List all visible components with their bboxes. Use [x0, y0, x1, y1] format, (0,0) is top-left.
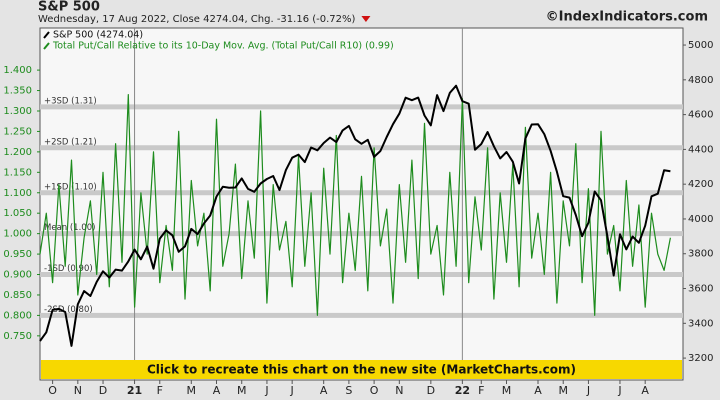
x-tick-label: A — [213, 384, 221, 397]
y2-tick-label: 3600 — [688, 284, 713, 295]
reference-label: +2SD (1.21) — [44, 137, 97, 147]
y2-tick-label: 4200 — [688, 179, 713, 190]
x-tick-label: D — [427, 384, 435, 397]
banner-text: Click to recreate this chart on the new … — [147, 363, 576, 377]
x-tick-label: F — [478, 384, 484, 397]
x-tick-label: 22 — [455, 384, 470, 397]
y-tick-label: 0.750 — [3, 331, 32, 342]
x-tick-label: A — [534, 384, 542, 397]
y-tick-label: 1.150 — [3, 167, 32, 178]
x-tick-label: M — [558, 384, 568, 397]
source: ©IndexIndicators.com — [546, 10, 708, 25]
x-tick-label: N — [395, 384, 403, 397]
x-tick-label: M — [502, 384, 512, 397]
y-tick-label: 1.000 — [3, 229, 32, 240]
recreate-banner[interactable]: Click to recreate this chart on the new … — [41, 360, 682, 379]
y2-tick-label: 3400 — [688, 318, 713, 329]
y-tick-label: 1.100 — [3, 188, 32, 199]
series-line — [39, 84, 671, 347]
x-tick-label: N — [74, 384, 82, 397]
x-tick-label: J — [290, 384, 294, 397]
x-tick-label: A — [641, 384, 649, 397]
banner-background — [41, 360, 682, 379]
y2-tick-label: 4600 — [688, 110, 713, 121]
y2-tick-label: 5000 — [688, 40, 713, 51]
reference-label: +3SD (1.31) — [44, 96, 97, 106]
y2-tick-label: 4000 — [688, 214, 713, 225]
x-tick-label: M — [237, 384, 247, 397]
plot-area — [39, 27, 684, 381]
reference-label: -2SD (0.80) — [44, 305, 93, 315]
y-tick-label: 0.850 — [3, 290, 32, 301]
change-arrow — [361, 16, 371, 22]
x-tick-label: O — [48, 384, 57, 397]
y2-tick-label: 4400 — [688, 144, 713, 155]
y2-tick-label: 4800 — [688, 75, 713, 86]
x-tick-label: 21 — [127, 384, 142, 397]
x-tick-label: J — [617, 384, 621, 397]
x-tick-label: F — [157, 384, 163, 397]
x-tick-label: J — [586, 384, 590, 397]
legend-swatch — [43, 31, 50, 39]
y-tick-label: 0.950 — [3, 249, 32, 260]
y-tick-label: 1.050 — [3, 208, 32, 219]
y-tick-label: 1.250 — [3, 126, 32, 137]
y-tick-label: 0.800 — [3, 310, 32, 321]
legend-swatch — [43, 42, 50, 50]
reference-label: Mean (1.00) — [44, 223, 95, 233]
legend-label: S&P 500 (4274.04) — [53, 30, 143, 41]
y-tick-label: 1.350 — [3, 86, 32, 97]
x-tick-label: D — [99, 384, 107, 397]
legend-label: Total Put/Call Relative to its 10-Day Mo… — [52, 41, 394, 52]
y2-tick-label: 3800 — [688, 249, 713, 260]
y-tick-label: 1.200 — [3, 147, 32, 158]
y-tick-label: 1.300 — [3, 106, 32, 117]
y-tick-label: 0.900 — [3, 270, 32, 281]
x-tick-label: S — [345, 384, 352, 397]
y2-tick-label: 3200 — [688, 353, 713, 364]
reference-label: -1SD (0.90) — [44, 264, 93, 274]
chart-title: S&P 500 — [38, 0, 100, 15]
series-line — [39, 94, 671, 316]
x-tick-label: M — [187, 384, 197, 397]
x-tick-label: O — [370, 384, 379, 397]
x-tick-label: A — [320, 384, 328, 397]
chart-subtitle: Wednesday, 17 Aug 2022, Close 4274.04, C… — [38, 14, 356, 25]
x-tick-label: J — [264, 384, 268, 397]
y-tick-label: 1.400 — [3, 65, 32, 76]
